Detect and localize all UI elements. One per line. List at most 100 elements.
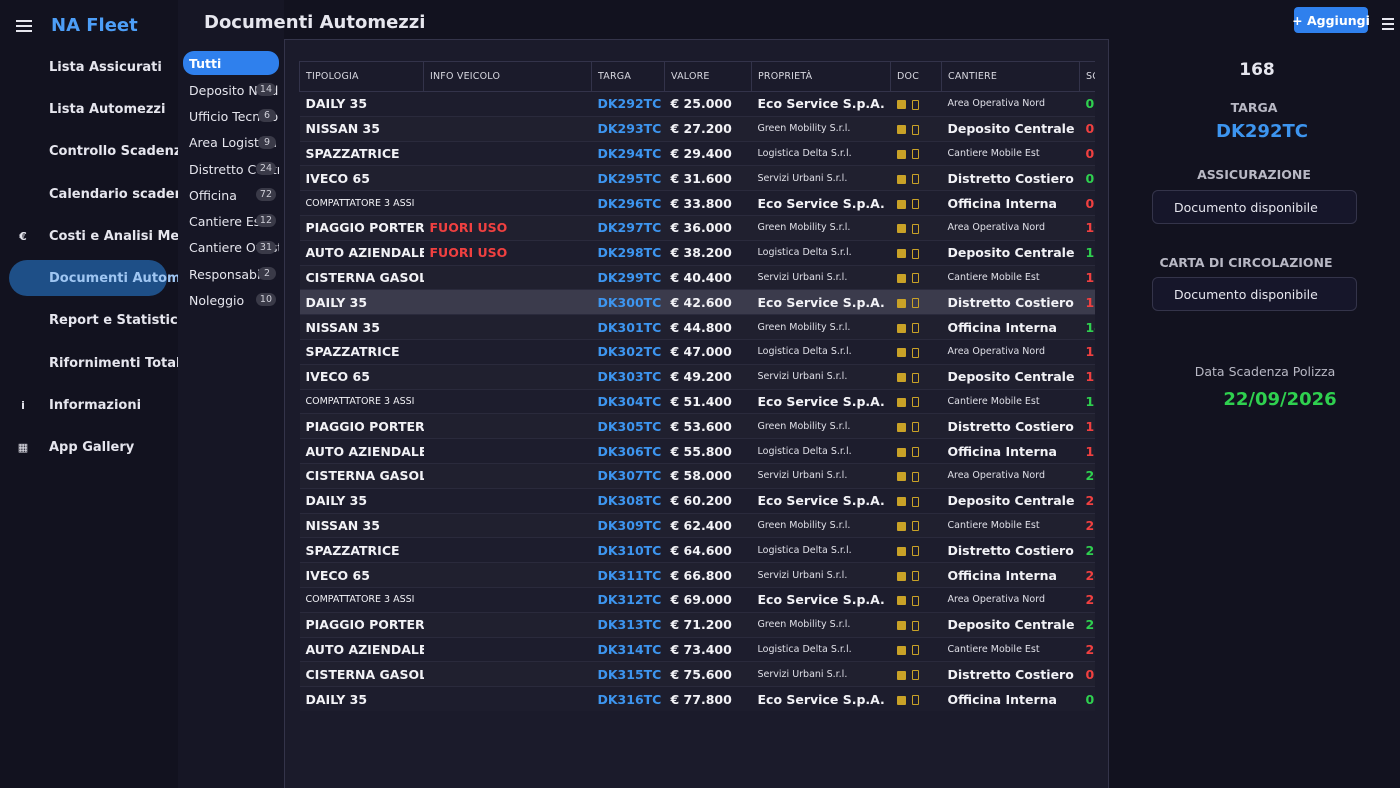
attachment-icon[interactable]: [911, 521, 919, 532]
table-row[interactable]: AUTO AZIENDALE DK314TC € 73.400 Logistica D…: [299, 637, 1095, 663]
filter-cantiere-ovest[interactable]: Cantiere Ovest 31: [183, 235, 279, 261]
cell-targa-link[interactable]: DK303TC: [591, 364, 665, 390]
sidebar-item-lista-automezzi[interactable]: Lista Automezzi: [0, 88, 178, 130]
table-row[interactable]: PIAGGIO PORTER DK305TC € 53.600 Green Mobil…: [299, 413, 1095, 440]
attachment-icon[interactable]: [911, 670, 919, 681]
document-icon[interactable]: [896, 323, 906, 333]
table-row[interactable]: NISSAN 35 DK309TC € 62.400 Green Mobility S…: [299, 513, 1095, 539]
document-icon[interactable]: [896, 273, 906, 283]
attachment-icon[interactable]: [911, 323, 919, 334]
attachment-icon[interactable]: [911, 174, 919, 185]
attachment-icon[interactable]: [911, 223, 919, 234]
add-button[interactable]: + Aggiungi: [1292, 7, 1370, 33]
table-row[interactable]: PIAGGIO PORTER FUORI USO DK297TC € 36.000 Gr…: [299, 215, 1095, 241]
document-icon[interactable]: [896, 199, 906, 209]
attachment-icon[interactable]: [911, 298, 919, 309]
hamburger-menu-icon[interactable]: [16, 17, 32, 33]
document-icon[interactable]: [896, 348, 906, 358]
attachment-icon[interactable]: [911, 546, 919, 557]
sidebar-item-costi-e-analisi-mezzi[interactable]: € Costi e Analisi Mezzi: [0, 215, 178, 257]
document-icon[interactable]: [896, 596, 906, 606]
column-header-scadenza[interactable]: SCADENZA: [1079, 61, 1095, 92]
sidebar-item-documenti-automezzi[interactable]: Documenti Automezzi: [0, 257, 178, 299]
document-icon[interactable]: [896, 397, 906, 407]
cell-targa-link[interactable]: DK301TC: [591, 314, 665, 340]
filter-cantiere-est[interactable]: Cantiere Est 12: [183, 208, 279, 234]
document-icon[interactable]: [896, 497, 906, 507]
document-icon[interactable]: [896, 621, 906, 631]
table-row[interactable]: IVECO 65 DK295TC € 31.600 Servizi Urbani S.…: [299, 165, 1095, 192]
filter-tutti[interactable]: Tutti: [183, 51, 279, 75]
table-row[interactable]: NISSAN 35 DK301TC € 44.800 Green Mobility S…: [299, 314, 1095, 340]
filter-deposito-nord[interactable]: Deposito Nord 14: [183, 77, 279, 103]
document-icon[interactable]: [896, 546, 906, 556]
table-row[interactable]: SPAZZATRICE DK302TC € 47.000 Logistica Delt…: [299, 339, 1095, 365]
attachment-icon[interactable]: [911, 248, 919, 259]
cell-targa-link[interactable]: DK302TC: [591, 339, 665, 365]
cell-targa-link[interactable]: DK312TC: [591, 587, 665, 613]
cell-targa-link[interactable]: DK307TC: [591, 463, 665, 489]
document-icon[interactable]: [896, 125, 906, 135]
table-row[interactable]: NISSAN 35 DK293TC € 27.200 Green Mobility S…: [299, 116, 1095, 142]
sidebar-item-controllo-scadenze[interactable]: Controllo Scadenze: [0, 131, 178, 173]
table-row[interactable]: AUTO AZIENDALE DK306TC € 55.800 Logistica D…: [299, 438, 1095, 464]
cell-targa-link[interactable]: DK306TC: [591, 438, 665, 464]
attachment-icon[interactable]: [911, 645, 919, 656]
table-row[interactable]: DAILY 35 DK292TC € 25.000 Eco Service S.p.A…: [299, 91, 1095, 117]
document-icon[interactable]: [896, 571, 906, 581]
attachment-icon[interactable]: [911, 347, 919, 358]
brand-logo[interactable]: NA Fleet: [51, 15, 138, 36]
cell-targa-link[interactable]: DK314TC: [591, 637, 665, 663]
sidebar-item-report-e-statistiche[interactable]: Report e Statistiche: [0, 300, 178, 342]
sidebar-item-lista-assicurati[interactable]: Lista Assicurati: [0, 46, 178, 88]
table-row[interactable]: AUTO AZIENDALE FUORI USO DK298TC € 38.200 Lo…: [299, 240, 1095, 266]
cell-targa-link[interactable]: DK313TC: [591, 612, 665, 638]
column-header-tipologia[interactable]: TIPOLOGIA: [299, 61, 424, 92]
cell-targa-link[interactable]: DK293TC: [591, 116, 665, 142]
table-row[interactable]: COMPATTATORE 3 ASSI DK304TC € 51.400 Eco Se…: [299, 389, 1095, 415]
attachment-icon[interactable]: [911, 422, 919, 433]
attachment-icon[interactable]: [911, 273, 919, 284]
menu-icon[interactable]: [1382, 18, 1394, 33]
cell-targa-link[interactable]: DK315TC: [591, 661, 665, 688]
filter-officina[interactable]: Officina 72: [183, 182, 279, 208]
table-row[interactable]: PIAGGIO PORTER DK313TC € 71.200 Green Mobil…: [299, 612, 1095, 638]
filter-noleggio[interactable]: Noleggio 10: [183, 287, 279, 313]
document-icon[interactable]: [896, 149, 906, 159]
table-row[interactable]: COMPATTATORE 3 ASSI DK312TC € 69.000 Eco Se…: [299, 587, 1095, 613]
cell-targa-link[interactable]: DK304TC: [591, 389, 665, 415]
attachment-icon[interactable]: [911, 149, 919, 160]
attachment-icon[interactable]: [911, 571, 919, 582]
table-row[interactable]: SPAZZATRICE DK294TC € 29.400 Logistica Delt…: [299, 141, 1095, 167]
table-row[interactable]: DAILY 35 DK300TC € 42.600 Eco Service S.p.A…: [299, 289, 1095, 316]
table-row[interactable]: SPAZZATRICE DK310TC € 64.600 Logistica Delt…: [299, 537, 1095, 564]
document-icon[interactable]: [896, 670, 906, 680]
table-scroll-area[interactable]: TIPOLOGIA INFO VEICOLO TARGA VALORE PROPRIET…: [299, 61, 1095, 711]
filter-distretto-centro[interactable]: Distretto Centro24: [183, 156, 279, 182]
column-header-valore[interactable]: VALORE: [664, 61, 752, 92]
cell-targa-link[interactable]: DK316TC: [591, 686, 665, 711]
table-row[interactable]: DAILY 35 DK316TC € 77.800 Eco Service S.p.A…: [299, 686, 1095, 711]
document-icon[interactable]: [896, 695, 906, 705]
table-row[interactable]: DAILY 35 DK308TC € 60.200 Eco Service S.p.A…: [299, 488, 1095, 514]
attachment-icon[interactable]: [911, 496, 919, 507]
table-row[interactable]: IVECO 65 DK311TC € 66.800 Servizi Urbani S.…: [299, 562, 1095, 588]
document-icon[interactable]: [896, 422, 906, 432]
cell-targa-link[interactable]: DK297TC: [591, 215, 665, 241]
table-row[interactable]: IVECO 65 DK303TC € 49.200 Servizi Urbani S.…: [299, 364, 1095, 390]
attachment-icon[interactable]: [911, 695, 919, 706]
cell-targa-link[interactable]: DK298TC: [591, 240, 665, 266]
cell-targa-link[interactable]: DK305TC: [591, 413, 665, 440]
attachment-icon[interactable]: [911, 372, 919, 383]
column-header-cantiere[interactable]: CANTIERE: [941, 61, 1080, 92]
sidebar-item-app-gallery[interactable]: ▦ App Gallery: [0, 427, 178, 469]
cell-targa-link[interactable]: DK300TC: [591, 289, 665, 316]
sidebar-item-informazioni[interactable]: i Informazioni: [0, 384, 178, 426]
document-icon[interactable]: [896, 521, 906, 531]
column-header-info-veicolo[interactable]: INFO VEICOLO: [423, 61, 592, 92]
table-row[interactable]: COMPATTATORE 3 ASSI DK296TC € 33.800 Eco Se…: [299, 190, 1095, 216]
document-icon[interactable]: [896, 447, 906, 457]
filter-responsabili[interactable]: Responsabili 2: [183, 261, 279, 287]
